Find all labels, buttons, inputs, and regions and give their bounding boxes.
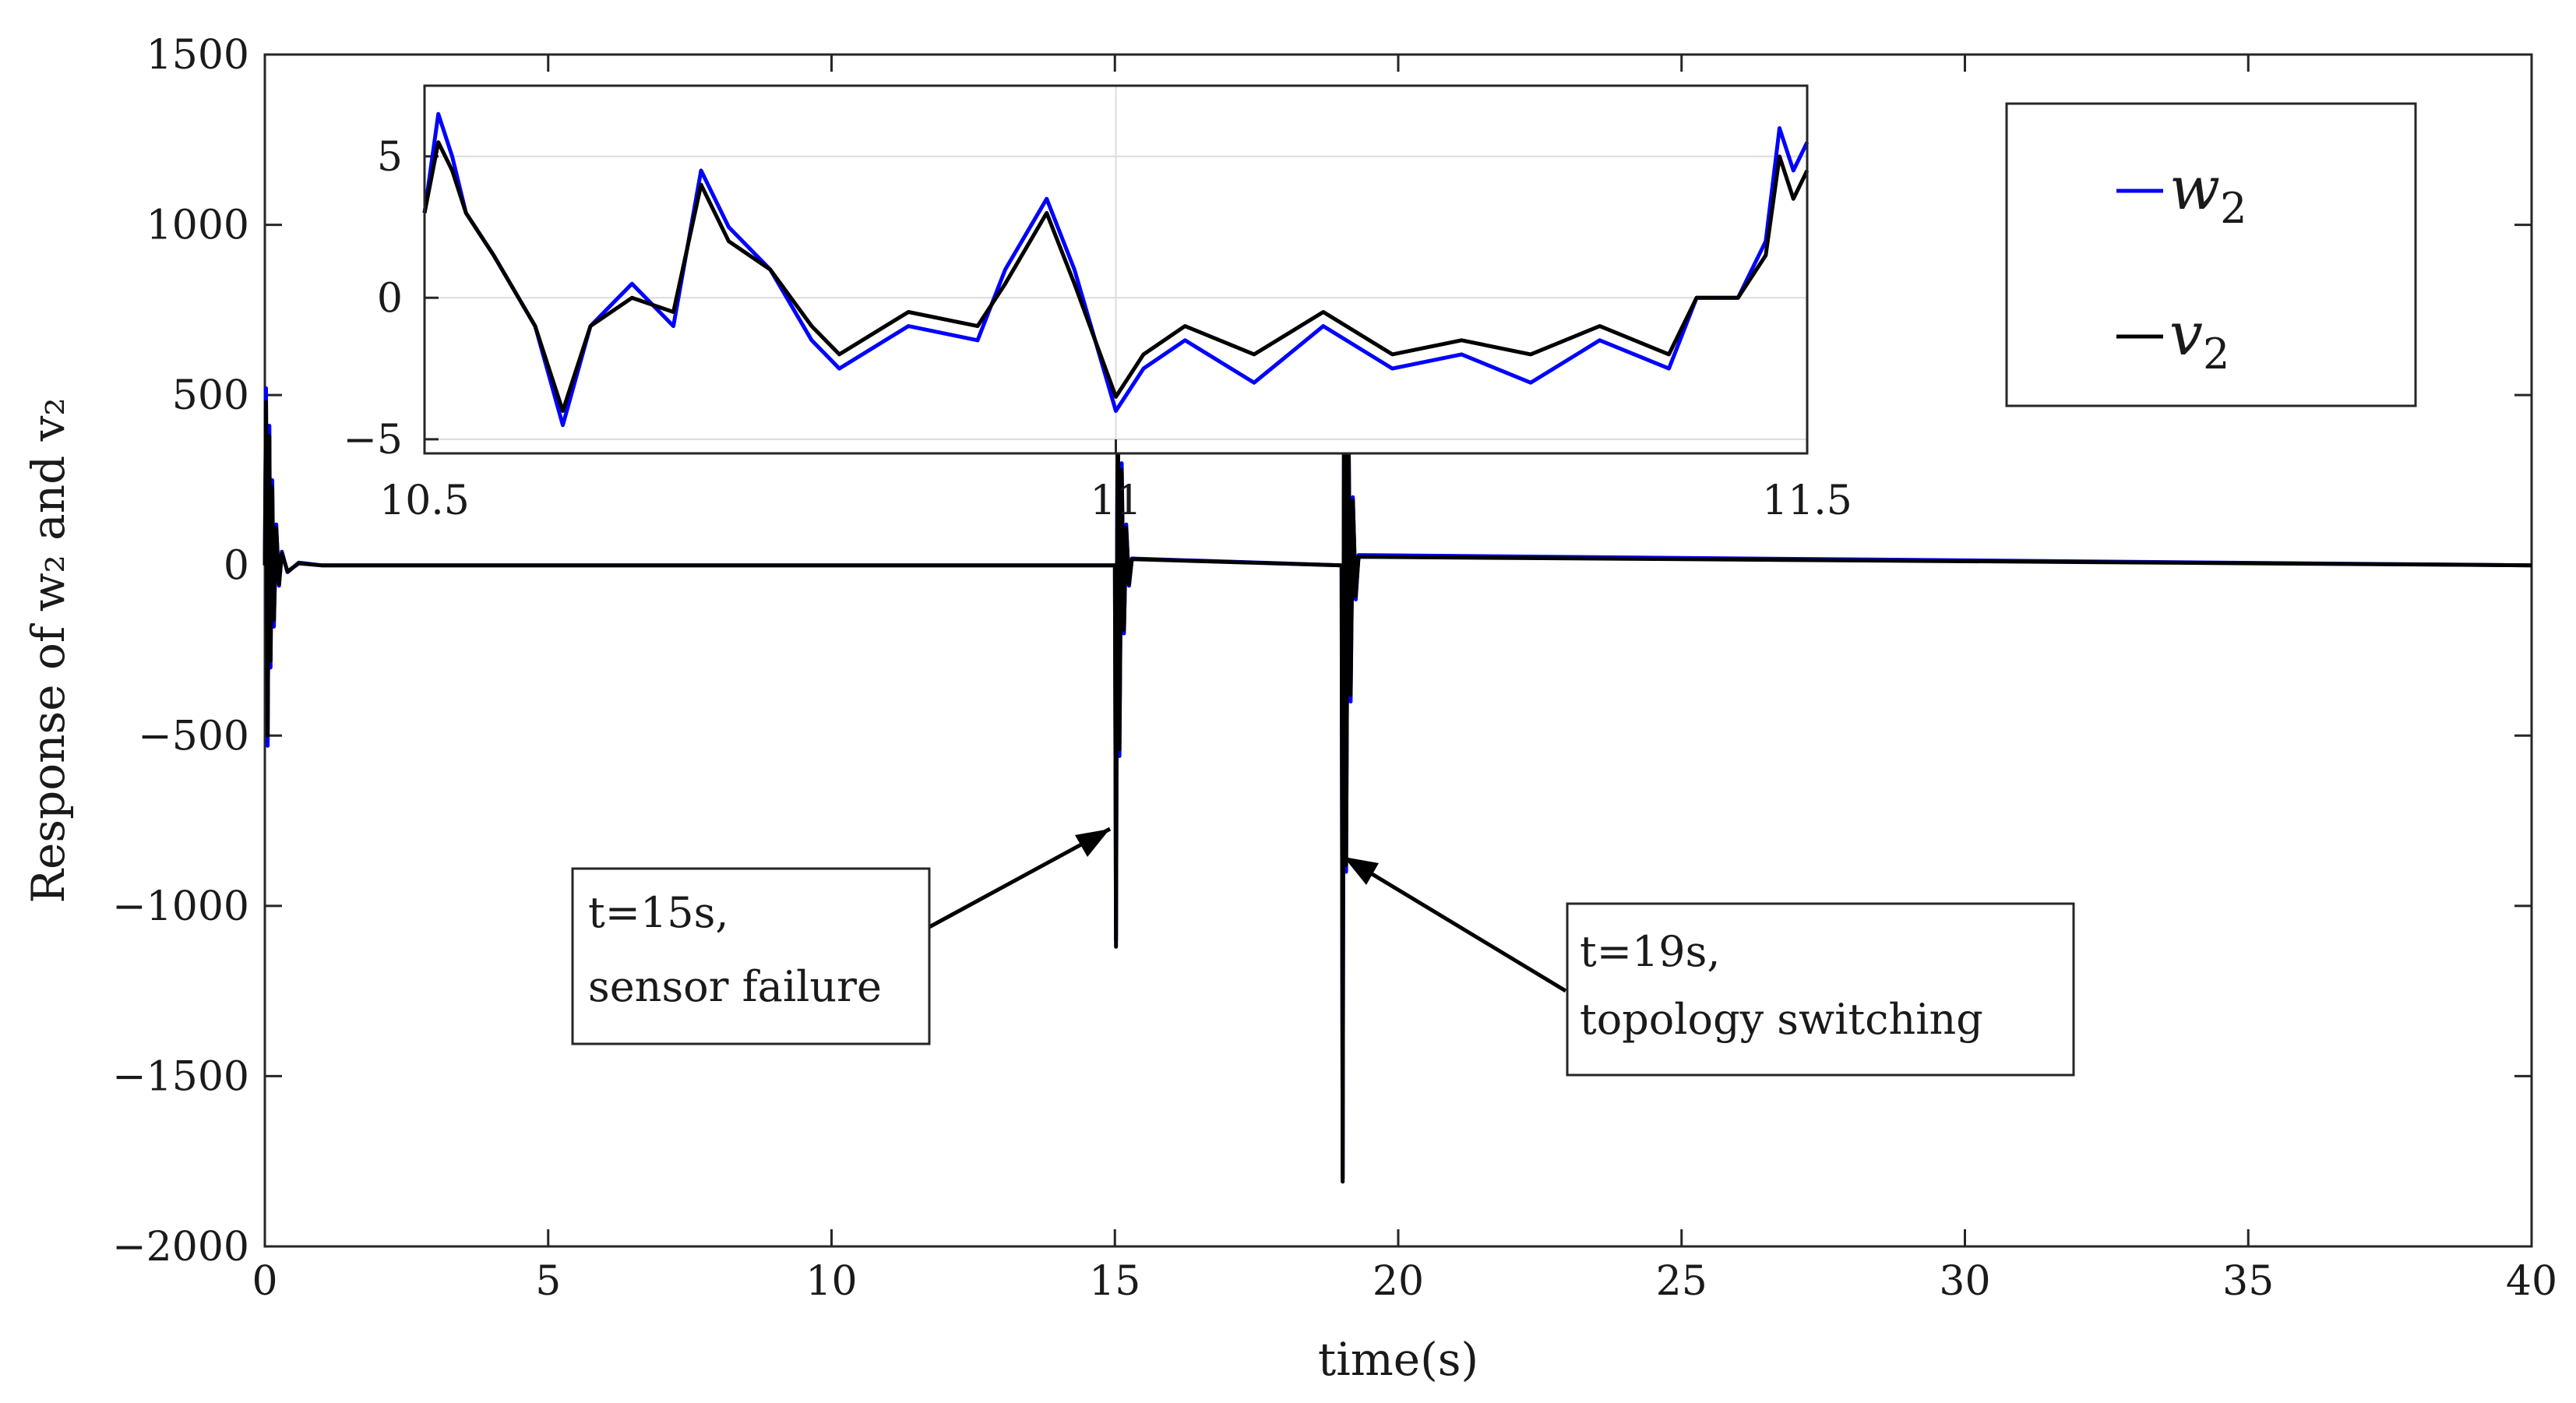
annotation-sensor-failure: t=15s, sensor failure [571,827,1112,1045]
inset-series-line-w2 [422,111,1810,428]
legend-label-v2: v2 [2169,299,2229,379]
legend-label-w2: w2 [2169,153,2247,233]
main-x-tick-labels: 0 5 10 15 20 25 30 35 40 [252,1258,2557,1305]
annotation-topology-switching: t=19s, topology switching [1342,855,2075,1077]
main-x-tick-label: 5 [535,1258,561,1305]
main-y-tick-label: 0 [224,543,249,590]
annotation-box-topology-switching [1566,902,2075,1077]
inset-x-tick-labels: 10.5 11 11.5 [379,478,1852,524]
annotation-arrowhead-topology-switching [1344,857,1379,885]
main-x-tick-label: 10 [805,1258,857,1305]
annotation-arrow-topology-switching [1342,855,1567,993]
annotation-arrowhead-sensor-failure [1075,829,1110,857]
main-y-tick-label: 1000 [146,203,249,249]
legend-entry-w2: w2 [2116,153,2247,233]
main-x-tick-label: 0 [252,1258,277,1305]
inset-x-tick-label: 11 [1090,478,1141,524]
y-axis-label: Response of w₂ and v₂ [22,397,75,903]
annotation-text-line1: t=15s, [588,888,729,937]
main-y-tick-labels: 1500 1000 500 0 −500 −1000 −1500 −2000 [112,32,249,1271]
main-x-tick-label: 20 [1373,1258,1424,1305]
inset-series-group [422,111,1810,428]
annotation-text-line2: sensor failure [588,962,882,1011]
main-x-tick-label: 35 [2222,1258,2274,1305]
inset-x-tick-label: 10.5 [379,478,470,524]
inset-y-tick-label: −5 [343,417,403,464]
legend: w2 v2 [2005,102,2417,407]
main-y-tick-label: −500 [138,713,249,760]
legend-box [2005,102,2417,407]
x-axis-label: time(s) [1318,1333,1478,1386]
annotation-text-line1: t=19s, [1580,927,1721,976]
inset-plot: 10.5 11 11.5 5 0 −5 [343,84,1852,524]
inset-y-tick-label: 5 [377,134,403,181]
main-x-tick-label: 15 [1089,1258,1140,1305]
main-y-tick-label: −1000 [112,883,249,930]
inset-y-tick-labels: 5 0 −5 [343,134,403,464]
main-x-tick-label: 30 [1939,1258,1990,1305]
main-y-tick-label: 1500 [146,32,249,79]
annotation-text-line2: topology switching [1580,995,1983,1044]
main-x-tick-label: 40 [2506,1258,2557,1305]
inset-series-line-v2 [422,140,1810,413]
legend-entry-v2: v2 [2116,299,2229,379]
main-y-tick-label: −2000 [112,1224,249,1271]
main-y-tick-label: −1500 [112,1053,249,1100]
main-tick-marks [263,53,2533,1248]
main-y-tick-label: 500 [172,372,249,419]
inset-x-tick-label: 11.5 [1762,478,1852,524]
inset-y-tick-label: 0 [377,275,403,322]
annotation-arrow-sensor-failure [928,827,1112,929]
main-series-group [263,154,2532,1184]
main-x-tick-label: 25 [1656,1258,1707,1305]
main-series-line-v2 [263,161,2532,1184]
annotation-box-sensor-failure [571,867,931,1045]
